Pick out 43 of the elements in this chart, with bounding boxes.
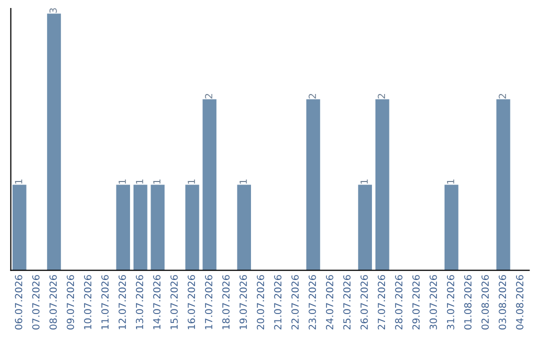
x-tick-label: 27.07.2026 xyxy=(378,275,386,330)
x-tick-label: 12.07.2026 xyxy=(118,275,126,330)
data-label: 2 xyxy=(308,94,316,98)
data-label: 1 xyxy=(360,179,368,184)
data-label: 1 xyxy=(447,179,454,184)
data-label: 1 xyxy=(188,179,195,184)
x-tick-label: 14.07.2026 xyxy=(153,275,160,330)
x-tick-label: 10.07.2026 xyxy=(84,275,92,330)
data-label: 2 xyxy=(378,94,386,98)
x-tick-label: 26.07.2026 xyxy=(360,275,368,330)
x-tick-label: 02.08.2026 xyxy=(481,275,489,330)
x-tick-label: 08.07.2026 xyxy=(49,275,57,330)
data-label: 1 xyxy=(118,179,126,184)
x-tick-label: 28.07.2026 xyxy=(395,275,402,330)
x-tick-label: 20.07.2026 xyxy=(256,275,264,330)
data-label: 1 xyxy=(136,179,144,184)
data-label: 1 xyxy=(153,179,160,184)
x-tick-label: 31.07.2026 xyxy=(446,275,454,330)
x-tick-label: 15.07.2026 xyxy=(170,275,178,330)
data-label: 3 xyxy=(49,8,57,13)
x-tick-label: 18.07.2026 xyxy=(222,275,230,330)
x-tick-label: 11.07.2026 xyxy=(101,275,109,330)
x-tick-label: 29.07.2026 xyxy=(412,275,420,330)
data-label: 2 xyxy=(498,94,506,98)
x-tick-label: 24.07.2026 xyxy=(326,275,334,330)
data-label: 1 xyxy=(15,179,22,184)
data-label: 2 xyxy=(204,94,212,98)
x-tick-label: 22.07.2026 xyxy=(291,275,299,330)
data-label: 1 xyxy=(240,179,247,184)
x-tick-label: 16.07.2026 xyxy=(188,275,196,330)
x-tick-label: 13.07.2026 xyxy=(136,275,144,330)
x-tick-label: 19.07.2026 xyxy=(240,275,247,330)
x-tick-label: 30.07.2026 xyxy=(430,275,437,330)
x-tick-label: 25.07.2026 xyxy=(343,275,351,330)
x-tick-label: 07.07.2026 xyxy=(32,275,40,330)
x-tick-label: 01.08.2026 xyxy=(464,275,472,330)
x-tick-label: 21.07.2026 xyxy=(274,275,282,330)
x-tick-label: 23.07.2026 xyxy=(308,275,316,330)
x-tick-label: 04.08.2026 xyxy=(516,275,524,330)
x-tick-label: 03.08.2026 xyxy=(498,275,506,330)
x-tick-label: 17.07.2026 xyxy=(204,275,212,330)
x-tick-label: 06.07.2026 xyxy=(14,275,22,330)
x-tick-label: 09.07.2026 xyxy=(66,275,74,330)
